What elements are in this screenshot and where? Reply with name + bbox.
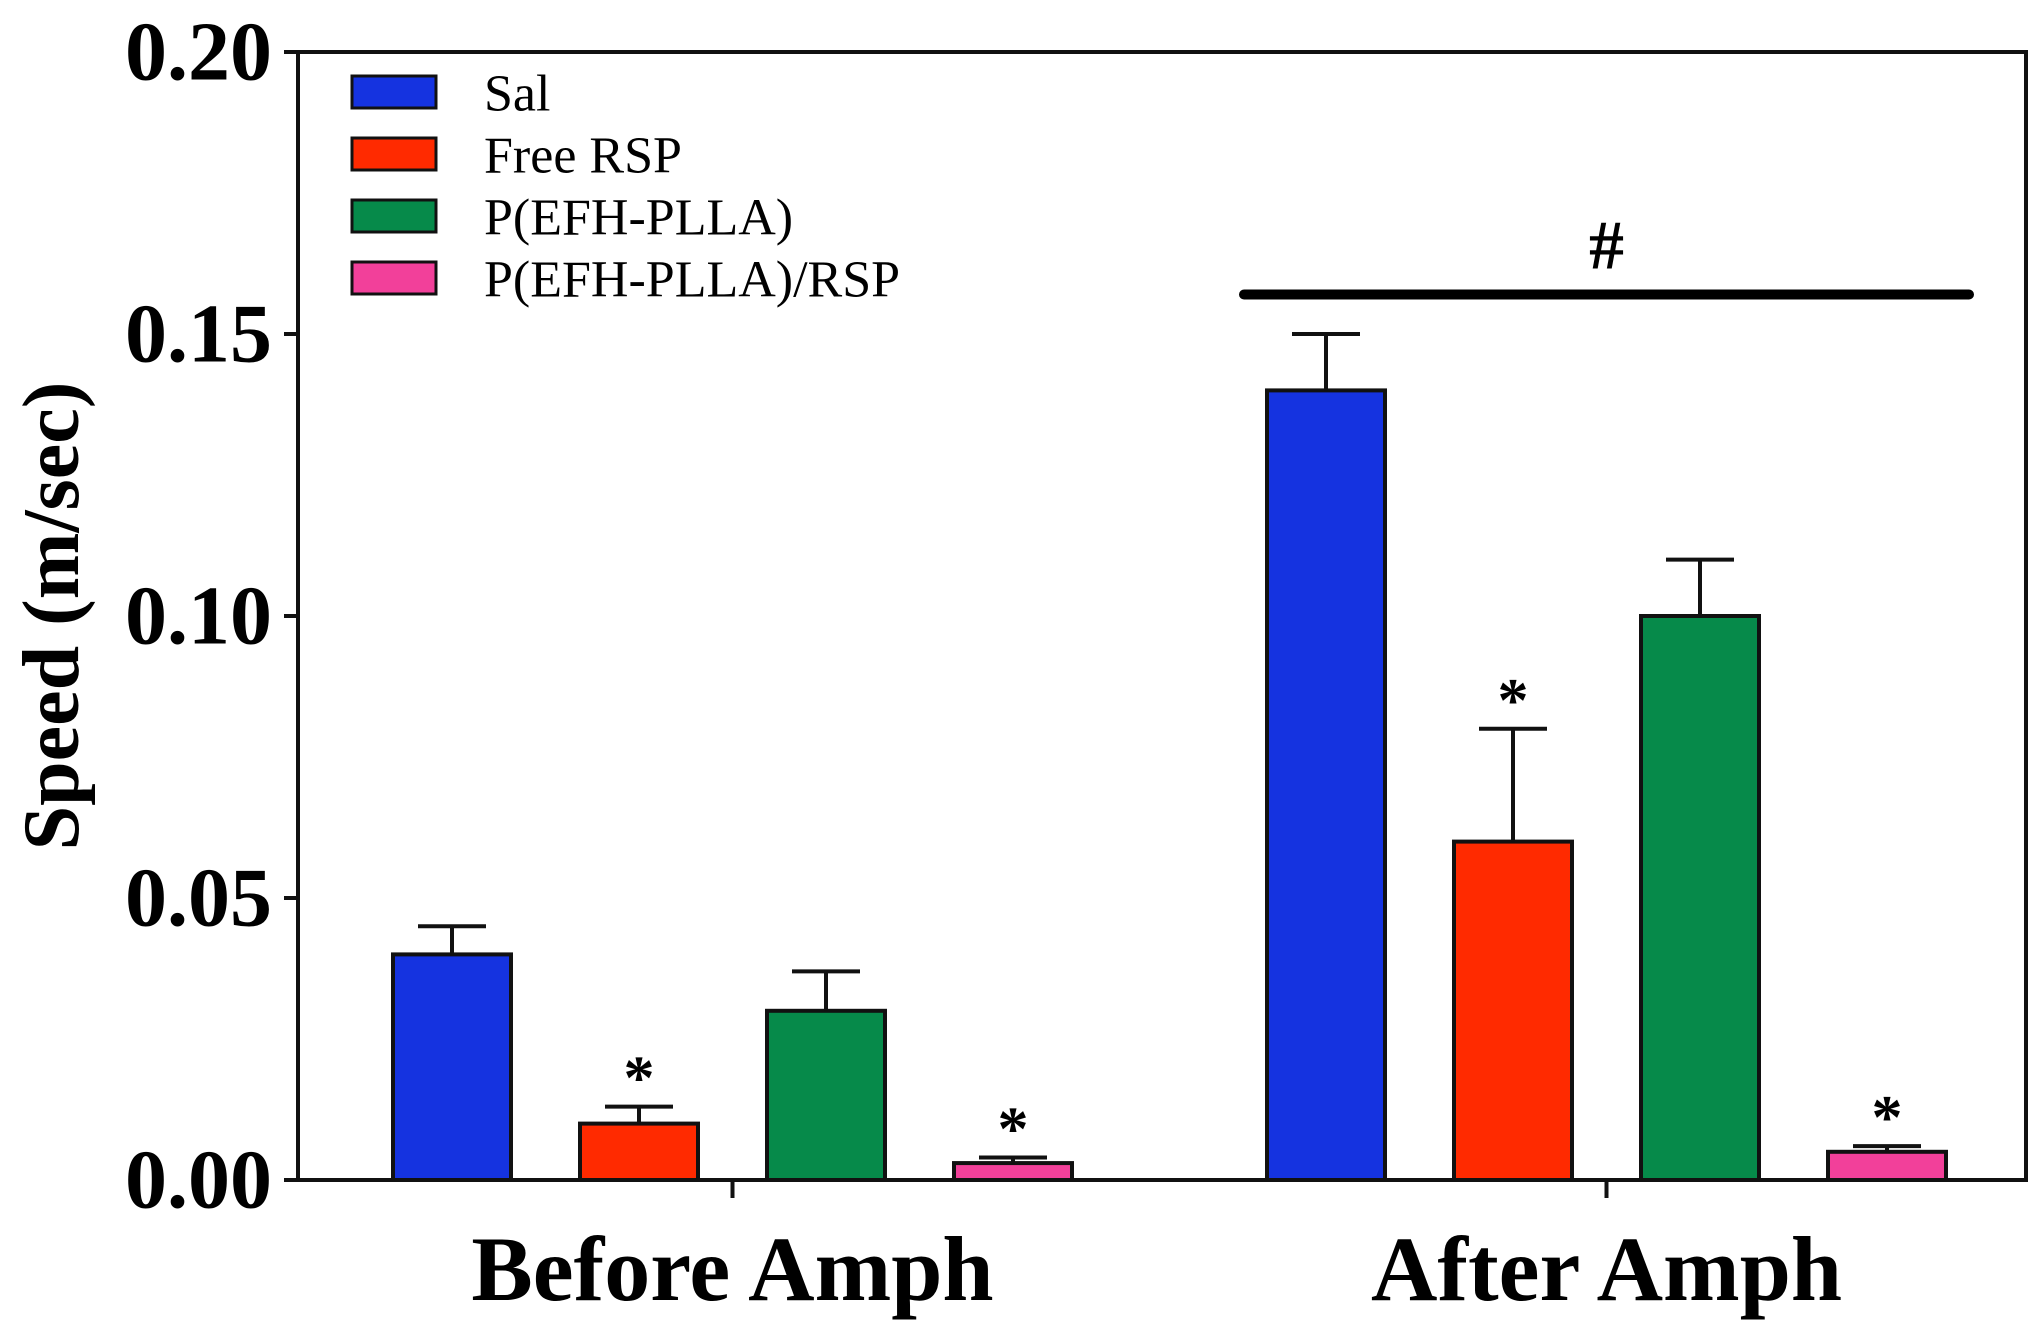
y-tick-label: 0.05 [125, 852, 272, 945]
bar [391, 952, 513, 1183]
y-tick-label: 0.20 [125, 6, 272, 99]
legend-swatch-free-rsp [350, 136, 438, 172]
legend-label: Sal [484, 66, 550, 123]
y-tick-label: 0.00 [125, 1134, 272, 1227]
bar [1826, 1149, 1948, 1183]
legend-swatch-p-efh-plla-rsp [350, 260, 438, 296]
y-axis: 0.00 0.05 0.10 0.15 0.20 [125, 6, 298, 1227]
bar-series-group: * * * * [391, 332, 1948, 1198]
legend-label: P(EFH-PLLA) [484, 190, 793, 247]
y-axis-title: Speed (m/sec) [8, 382, 96, 851]
x-category-label: Before Amph [471, 1218, 993, 1320]
bar [1265, 388, 1387, 1182]
significance-star: * [1498, 667, 1529, 735]
bar [578, 1121, 700, 1182]
x-category-label: After Amph [1371, 1218, 1842, 1320]
legend-label: P(EFH-PLLA)/RSP [484, 252, 900, 309]
bar [765, 1008, 887, 1182]
legend-swatch-p-efh-plla [350, 198, 438, 234]
significance-star: * [624, 1045, 655, 1113]
legend-swatch-sal [350, 74, 438, 110]
legend-label: Free RSP [484, 128, 682, 185]
legend: Sal Free RSP P(EFH-PLLA) P(EFH-PLLA)/RSP [350, 66, 900, 309]
y-tick-label: 0.15 [125, 288, 272, 381]
y-tick-label: 0.10 [125, 570, 272, 663]
significance-hash: # [1589, 208, 1624, 285]
significance-star: * [998, 1095, 1029, 1163]
significance-star: * [1872, 1084, 1903, 1152]
bar [952, 1161, 1074, 1182]
bar [1639, 614, 1761, 1182]
bar [1452, 839, 1574, 1182]
